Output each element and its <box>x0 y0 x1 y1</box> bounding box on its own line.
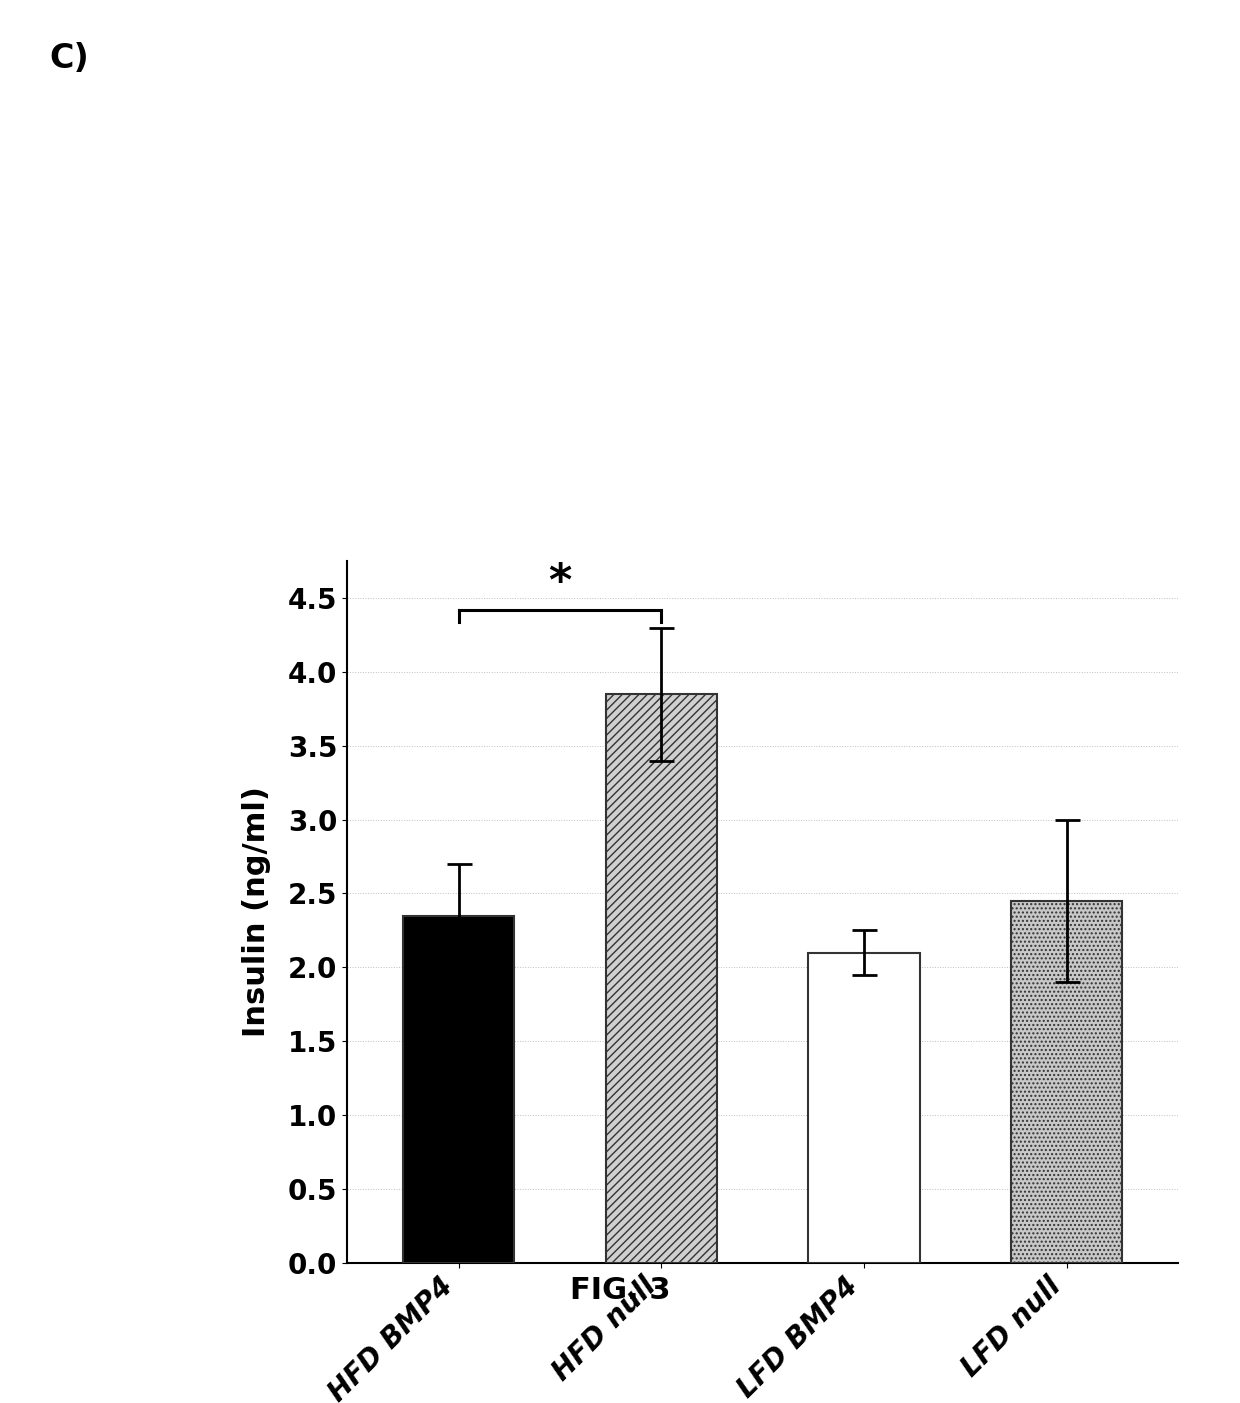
Bar <box>605 694 717 1263</box>
Y-axis label: Insulin (ng/ml): Insulin (ng/ml) <box>242 787 272 1037</box>
Text: *: * <box>548 561 572 605</box>
Text: C): C) <box>50 42 89 76</box>
Bar <box>808 953 920 1263</box>
Text: FIG. 3: FIG. 3 <box>569 1275 671 1305</box>
Bar <box>403 916 515 1263</box>
Bar <box>1011 901 1122 1263</box>
